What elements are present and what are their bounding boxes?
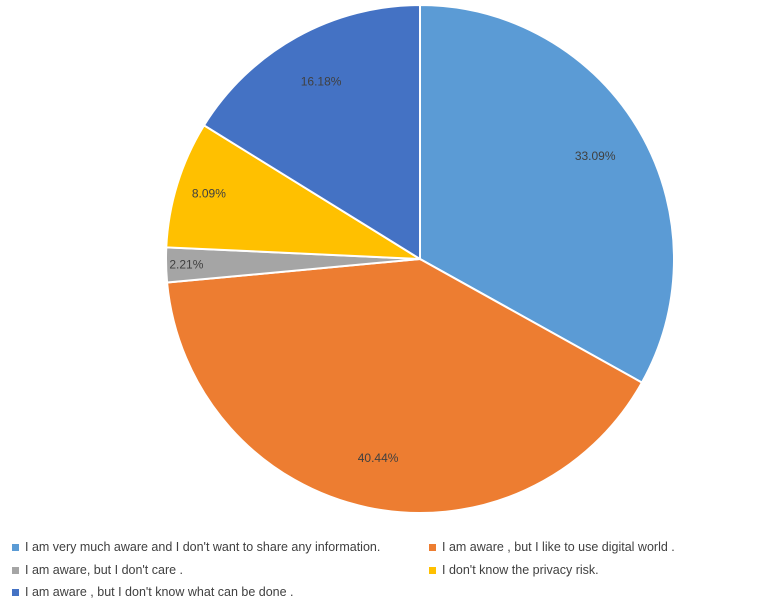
legend-label-very-much-aware: I am very much aware and I don't want to…	[25, 540, 381, 554]
legend-label-dont-know-what-done: I am aware , but I don't know what can b…	[25, 585, 294, 599]
data-label-like-digital-world: 40.44%	[358, 451, 399, 465]
pie-slice-like-digital-world	[166, 257, 644, 514]
legend-swatch-very-much-aware	[12, 543, 19, 551]
legend-swatch-like-digital-world	[429, 543, 436, 551]
data-label-very-much-aware: 33.09%	[575, 149, 616, 163]
legend-item-dont-care: I am aware, but I don't care .	[12, 563, 183, 577]
legend: I am very much aware and I don't want to…	[12, 538, 772, 604]
legend-label-dont-care: I am aware, but I don't care .	[25, 563, 184, 577]
legend-item-like-digital-world: I am aware , but I like to use digital w…	[429, 540, 675, 554]
legend-item-dont-know-risk: I don't know the privacy risk.	[429, 563, 599, 577]
pie-slice-dont-know-risk	[165, 123, 424, 261]
data-label-dont-know-what-done: 16.18%	[301, 74, 342, 88]
legend-item-dont-know-what-done: I am aware , but I don't know what can b…	[12, 585, 294, 599]
data-label-dont-care: 2.21%	[169, 257, 203, 271]
legend-swatch-dont-know-risk	[429, 566, 436, 574]
data-label-dont-know-risk: 8.09%	[192, 187, 226, 201]
pie-chart: 33.09% 40.44% 2.21% 8.09% 16.18%	[165, 3, 675, 514]
legend-item-very-much-aware: I am very much aware and I don't want to…	[12, 540, 380, 554]
legend-swatch-dont-know-what-done	[12, 588, 19, 596]
legend-swatch-dont-care	[12, 566, 19, 574]
legend-label-like-digital-world: I am aware , but I like to use digital w…	[442, 540, 675, 554]
pie-slice-dont-know-what-done	[202, 3, 421, 261]
pie-slice-very-much-aware	[419, 3, 675, 384]
legend-label-dont-know-risk: I don't know the privacy risk.	[442, 563, 599, 577]
